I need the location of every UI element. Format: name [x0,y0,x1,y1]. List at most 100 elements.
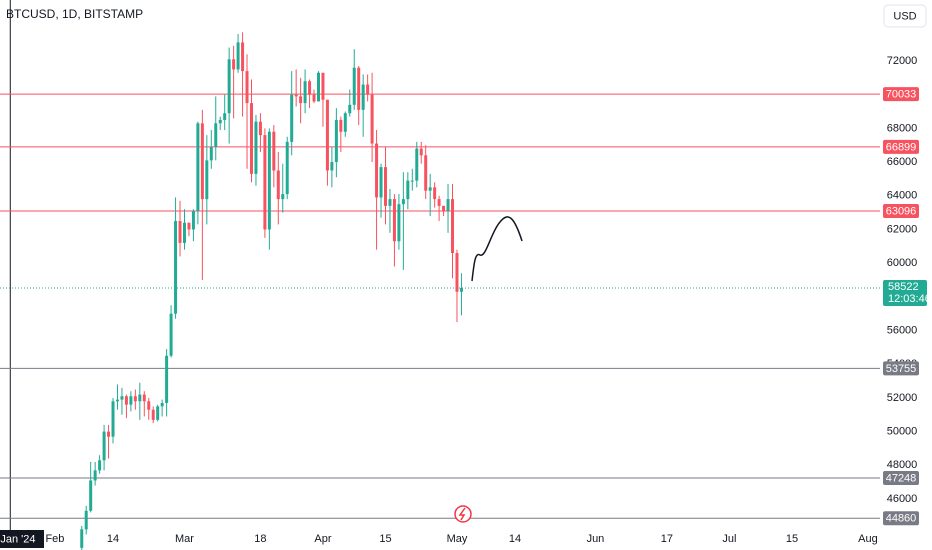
candle-body [245,71,249,104]
level-label-box [883,203,919,218]
candle-body [299,96,303,104]
icon[interactable] [454,505,472,523]
x-tick-label: 14 [509,533,521,545]
candle-body [209,146,213,161]
candle-body [384,167,388,206]
candle-body [227,59,231,114]
candle-body [182,222,186,243]
candle-body [107,431,111,437]
candle-body [290,94,294,142]
candle-body [276,170,280,200]
candle-body [281,194,285,200]
y-tick-label: 50000 [887,426,918,438]
candle-body [169,313,173,356]
candle-body [343,113,347,132]
candle-body [223,113,227,120]
candle-body [406,180,410,200]
level-label-box [883,361,919,376]
candle-body [424,155,428,191]
currency-button[interactable]: USD [883,4,927,28]
drawing [471,216,523,282]
candle-body [285,141,289,195]
candle-body [102,431,106,461]
candle-body [357,67,361,110]
event-bolt[interactable] [458,507,466,521]
crosshair-label-box [0,530,44,548]
candle-body [325,99,329,171]
candle-body [419,148,423,156]
candle-body [93,470,97,481]
event-icon[interactable] [454,505,472,523]
candle-body [308,81,312,95]
x-tick-label: Mar [175,533,194,545]
last-price-box [883,280,927,307]
level-label: 70033 [886,89,917,101]
candle-body [272,131,276,171]
candle-body [142,394,146,402]
candle-body [218,119,222,124]
candle-body [120,396,124,400]
y-tick-label: 60000 [887,257,918,269]
x-tick-label: 15 [786,533,798,545]
candle-body [263,135,267,230]
candle-body [254,121,258,174]
candle-body [151,409,155,420]
candle-body [442,205,446,211]
candle-body [156,406,160,420]
currency-label[interactable]: USD [893,10,916,22]
countdown-label: 12:03:46 [888,293,931,305]
y-tick-label: 64000 [887,190,918,202]
candle-body [236,42,240,70]
candle-body [241,42,245,72]
last-price-label: 58522 [888,281,919,293]
overlay: 70033 66899 63096 53755 47248 44860 5852212:03… [0,87,931,548]
candle-body [196,123,200,211]
candle-body [138,394,142,402]
candle-body [352,67,356,105]
candle-body [174,221,178,314]
candle-body [258,121,262,136]
candle-body [111,401,115,437]
candle-body [303,81,307,104]
y-tick-label: 46000 [887,493,918,505]
candle-body [379,167,383,198]
candle-body [361,84,365,110]
candle-body [388,199,392,206]
x-tick-label: 15 [379,533,391,545]
x-tick-label: Jun [587,533,605,545]
candle-body [205,160,209,200]
candle-body [330,162,334,171]
candle-body [339,119,343,132]
candle-body [98,460,102,471]
y-tick-label: 56000 [887,324,918,336]
candle-body [392,199,396,242]
candle-body [316,72,320,102]
y-tick-label: 72000 [887,55,918,67]
candle-body [459,288,463,292]
candle-body [160,402,164,407]
level-label-box [883,139,919,154]
candle-body [370,94,374,144]
candle-body [115,399,119,402]
button-frame[interactable] [883,4,927,28]
candle-body [147,401,151,410]
chart-title: BTCUSD, 1D, BITSTAMP [6,7,143,21]
candle-body [415,148,419,181]
y-tick-label: 48000 [887,459,918,471]
candle-body [124,396,128,405]
level-label-box [883,511,919,526]
candle-body [191,210,195,230]
candle-body [446,199,450,211]
candle-body [451,199,455,254]
candle-body [366,84,370,95]
candle-body [321,72,325,100]
candle-body [84,510,88,530]
y-tick-label: 62000 [887,223,918,235]
candle-body [437,199,441,206]
candle-body [267,131,271,230]
x-tick-label: May [447,533,468,545]
candle-body [214,123,218,147]
candle-body [455,253,459,292]
